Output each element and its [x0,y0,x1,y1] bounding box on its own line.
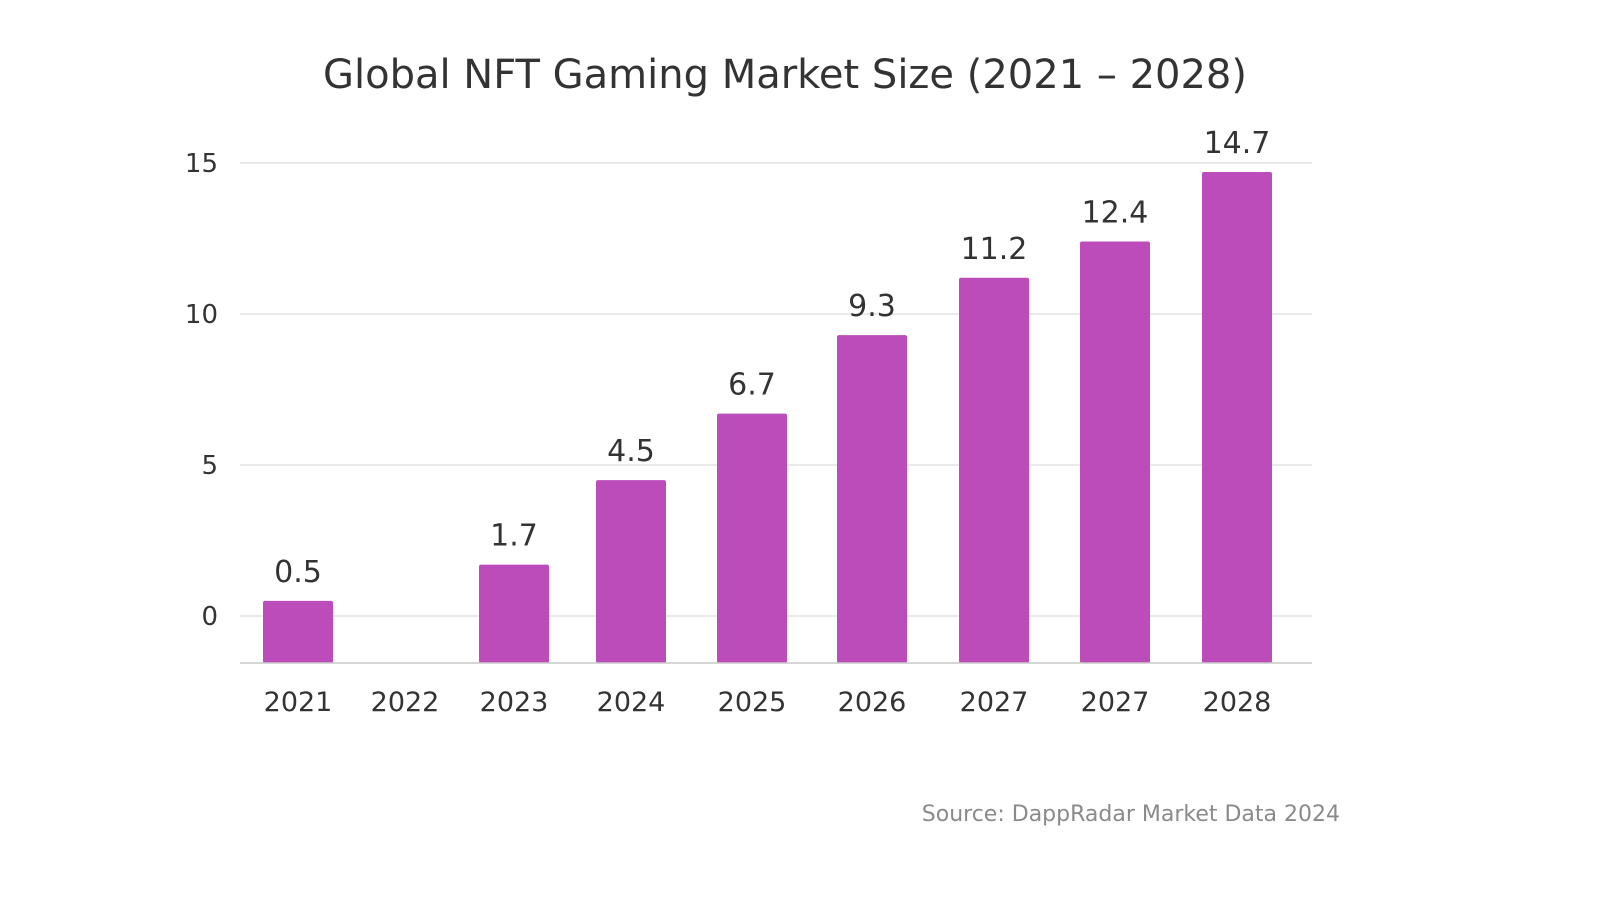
data-label: 1.7 [490,519,538,554]
bar-2023 [479,564,549,663]
x-axis-categories: 2021 2022 2023 2024 2025 2026 2027 2027 2028 [264,687,1272,718]
bar-2021 [263,600,333,663]
bar-2027 [959,277,1029,663]
x-category-label: 2027 [960,687,1029,718]
bar-2026 [837,335,907,663]
data-label: 11.2 [961,232,1028,267]
data-label: 12.4 [1082,196,1149,231]
bar-2028 [1202,172,1272,663]
bars [263,172,1272,663]
y-tick-label: 5 [201,451,218,481]
x-category-label: 2024 [597,687,666,718]
y-tick-label: 15 [185,149,218,179]
data-label: 4.5 [607,434,655,469]
x-category-label: 2028 [1203,687,1272,718]
x-category-label: 2025 [718,687,787,718]
data-labels: 0.5 1.7 4.5 6.7 9.3 11.2 12.4 14.7 [274,126,1270,590]
data-label: 14.7 [1204,126,1271,161]
bar-2024 [596,480,666,663]
x-category-label: 2027 [1081,687,1150,718]
y-tick-label: 0 [201,602,218,632]
data-label: 0.5 [274,555,322,590]
x-category-label: 2022 [371,687,440,718]
x-category-label: 2026 [838,687,907,718]
chart-title: Global NFT Gaming Market Size (2021 – 20… [322,52,1247,98]
source-note: Source: DappRadar Market Data 2024 [921,802,1340,827]
x-category-label: 2023 [480,687,549,718]
y-axis-ticks: 0 5 10 15 [185,149,218,632]
y-tick-label: 10 [185,300,218,330]
data-label: 9.3 [848,289,896,324]
data-label: 6.7 [728,368,776,403]
bar-2027 [1080,241,1150,663]
bar-2025 [717,413,787,663]
x-category-label: 2021 [264,687,333,718]
